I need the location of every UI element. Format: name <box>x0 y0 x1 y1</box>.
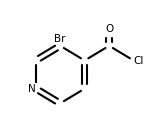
Text: Br: Br <box>54 34 66 44</box>
Text: O: O <box>105 24 113 34</box>
Text: N: N <box>28 84 36 94</box>
Text: Cl: Cl <box>134 55 144 66</box>
